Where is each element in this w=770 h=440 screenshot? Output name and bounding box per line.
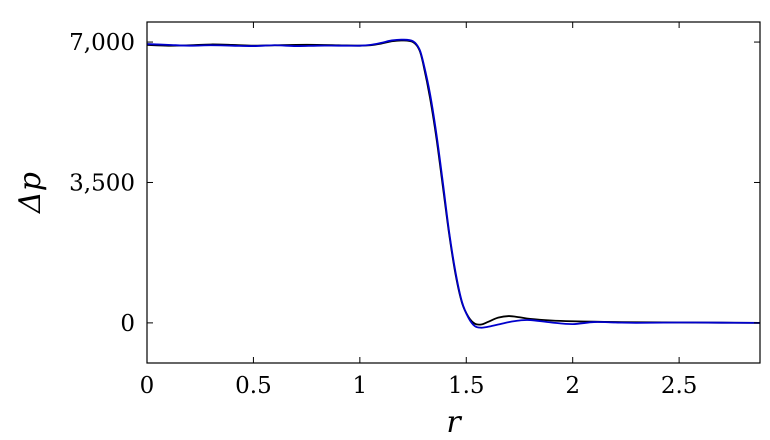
series-line-0 [146, 39, 761, 326]
series-layer [146, 38, 761, 329]
x-tick-label: 0.5 [235, 373, 272, 399]
x-tick-label: 1 [353, 373, 368, 399]
tick-layer: 0 0.5 1 1.5 2 2.5 0 3,500 7,000 [69, 22, 760, 399]
y-tick-label: 7,000 [69, 30, 135, 56]
y-tick-label: 0 [120, 311, 135, 337]
y-axis-title: Δp [13, 172, 48, 214]
x-axis-title: r [446, 405, 462, 440]
series-line-1 [146, 38, 761, 329]
x-tick-label: 0 [140, 373, 155, 399]
x-tick-label: 2.5 [661, 373, 698, 399]
y-tick-label: 3,500 [69, 170, 135, 196]
plot-frame [146, 21, 761, 364]
x-tick-label: 1.5 [448, 373, 485, 399]
x-tick-label: 2 [565, 373, 580, 399]
